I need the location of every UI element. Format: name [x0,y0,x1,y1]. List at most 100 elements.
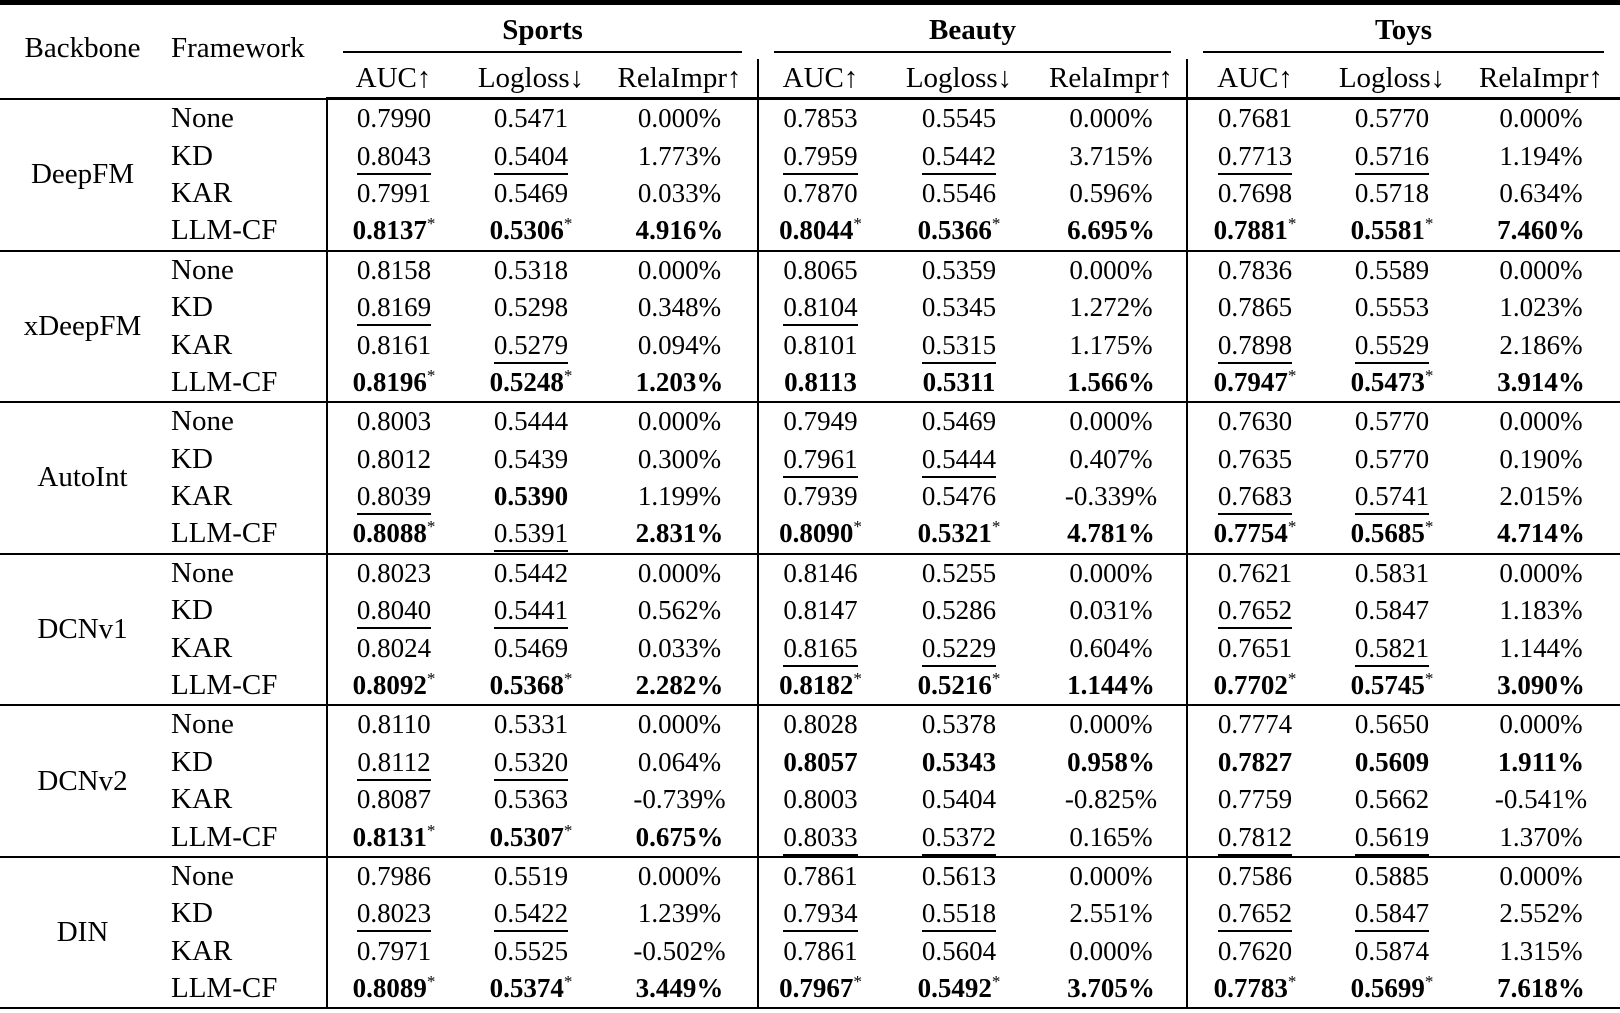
significance-star: * [563,214,573,234]
cell-autoint-none-toys-relaimpr: 0.000% [1462,401,1620,441]
cell-xdeepfm-none-toys-relaimpr: 0.000% [1462,249,1620,289]
metric-value: 0.7702 [1213,670,1288,701]
cell-deepfm-kar-sports-auc: 0.7991 [326,174,460,213]
cell-din-llm-cf-sports-auc: 0.8089* [326,969,460,1009]
metric-value: 7.618% [1497,973,1585,1004]
metric-value: 0.000% [1499,406,1583,437]
cell-dcnv2-kd-beauty-logloss: 0.5343 [882,744,1036,781]
metric-value: 0.7861 [783,935,858,966]
table-row-dcnv1-none: DCNv1 None 0.8023 0.5442 0.000% 0.8146 0.5255 0… [0,552,1620,706]
framework-label: KD [171,291,213,324]
metric-value: 0.5216 [917,670,992,701]
significance-star: * [426,669,436,689]
framework-label: None [165,249,327,289]
metric-value: 0.5307 [489,821,564,852]
backbone-label-autoint: AutoInt [0,401,165,554]
cell-deepfm-kar-toys-logloss: 0.5718 [1322,175,1462,212]
significance-star: * [426,972,436,992]
metric-value: 1.773% [637,140,722,171]
metric-value: 0.7990 [356,103,432,134]
cell-xdeepfm-kd-sports-relaimpr: 0.348% [602,289,758,326]
cell-dcnv2-kar-toys-logloss: 0.5662 [1322,781,1462,818]
cell-xdeepfm-none-sports-auc: 0.8158 [326,249,460,289]
cell-autoint-kar-beauty-logloss: 0.5476 [882,478,1036,515]
metric-value: 3.914% [1497,366,1585,397]
metric-value: 3.449% [635,973,724,1004]
cell-dcnv2-llm-cf-toys-relaimpr: 1.370% [1462,818,1620,856]
cell-deepfm-kd-beauty-relaimpr: 3.715% [1036,137,1187,174]
cell-din-none-toys-logloss: 0.5885 [1322,855,1462,896]
metric-value: 0.8196 [352,366,427,397]
cell-dcnv2-kd-sports-auc: 0.8112 [326,743,460,782]
cell-din-kd-beauty-relaimpr: 2.551% [1036,895,1187,932]
framework-label: LLM-CF [171,669,278,702]
framework-label: KD [171,594,213,627]
metric-value: 0.7853 [783,103,858,134]
metric-value: 0.5473 [1350,366,1425,397]
framework-label: None [165,552,327,593]
metric-value: 0.7812 [1217,821,1293,856]
cell-dcnv1-kar-sports-auc: 0.8024 [326,629,460,667]
cell-autoint-llm-cf-toys-relaimpr: 4.714% [1462,515,1620,553]
cell-deepfm-kar-toys-auc: 0.7698 [1186,174,1322,213]
header-metric-toys-logloss: Logloss↓ [1322,59,1462,100]
framework-label: LLM-CF [171,972,278,1005]
metric-value: 0.5404 [493,140,569,175]
framework-label: KAR [171,783,233,816]
cell-din-kd-toys-auc: 0.7652 [1186,895,1322,933]
cell-deepfm-none-toys-relaimpr: 0.000% [1462,97,1620,138]
cell-dcnv2-kar-sports-auc: 0.8087 [326,781,460,819]
metric-value: 0.7991 [356,177,432,208]
metric-value: 0.8039 [356,481,432,516]
framework-label: KD [171,442,213,475]
cell-din-none-toys-auc: 0.7586 [1186,855,1322,896]
backbone-label-xdeepfm: xDeepFM [0,249,165,403]
metric-value: 0.5343 [921,746,997,777]
cell-dcnv1-kd-sports-relaimpr: 0.562% [602,592,758,629]
framework-label: None [165,855,327,896]
cell-din-kar-beauty-logloss: 0.5604 [882,933,1036,970]
significance-star: * [853,214,862,234]
significance-star: * [853,669,862,689]
cell-deepfm-llm-cf-toys-auc: 0.7881* [1186,212,1322,251]
cell-dcnv1-kar-beauty-logloss: 0.5229 [882,629,1036,667]
metric-value: 0.5469 [921,406,997,437]
metric-value: 0.634% [1499,177,1583,208]
cell-autoint-llm-cf-beauty-logloss: 0.5321* [882,515,1036,553]
metric-value: 3.715% [1069,140,1153,171]
cell-dcnv1-llm-cf-sports-logloss: 0.5368* [460,667,602,705]
cell-din-kar-toys-relaimpr: 1.315% [1462,933,1620,970]
framework-label: None [165,704,327,744]
metric-value: 0.5315 [921,329,997,364]
metric-value: 0.033% [637,632,722,663]
significance-star: * [991,669,1001,689]
cell-autoint-kd-beauty-relaimpr: 0.407% [1036,441,1187,478]
cell-xdeepfm-llm-cf-sports-relaimpr: 1.203% [602,364,758,402]
table-row-autoint-kd: KD 0.8012 0.5439 0.300% 0.7961 0.5444 0.407% 0.… [0,440,1620,478]
cell-din-kar-toys-logloss: 0.5874 [1322,933,1462,970]
cell-deepfm-none-sports-auc: 0.7990 [326,97,460,138]
cell-deepfm-kd-toys-auc: 0.7713 [1186,137,1322,175]
cell-dcnv1-kar-beauty-relaimpr: 0.604% [1036,629,1187,666]
metric-value: 0.8088 [352,518,427,549]
metric-value: 0.5662 [1354,784,1430,815]
metric-value: 0.5422 [493,898,569,933]
cell-dcnv2-kd-beauty-relaimpr: 0.958% [1036,744,1187,781]
significance-star: * [563,669,573,689]
framework-label: KAR [171,328,233,361]
cell-dcnv2-llm-cf-sports-logloss: 0.5307* [460,818,602,856]
cell-dcnv1-none-sports-relaimpr: 0.000% [602,552,758,593]
cell-autoint-kd-sports-auc: 0.8012 [326,440,460,478]
cell-deepfm-none-beauty-logloss: 0.5545 [882,97,1036,138]
metric-value: 0.7959 [783,140,858,175]
cell-autoint-none-sports-relaimpr: 0.000% [602,401,758,441]
metric-value: 0.5770 [1354,103,1430,134]
framework-label: LLM-CF [171,365,278,398]
metric-value: 0.5248 [489,366,564,397]
cell-xdeepfm-kd-toys-relaimpr: 1.023% [1462,289,1620,326]
metric-value: 0.064% [637,746,722,777]
significance-star: * [991,214,1001,234]
cell-xdeepfm-none-beauty-logloss: 0.5359 [882,249,1036,289]
cell-din-kd-sports-logloss: 0.5422 [460,895,602,933]
